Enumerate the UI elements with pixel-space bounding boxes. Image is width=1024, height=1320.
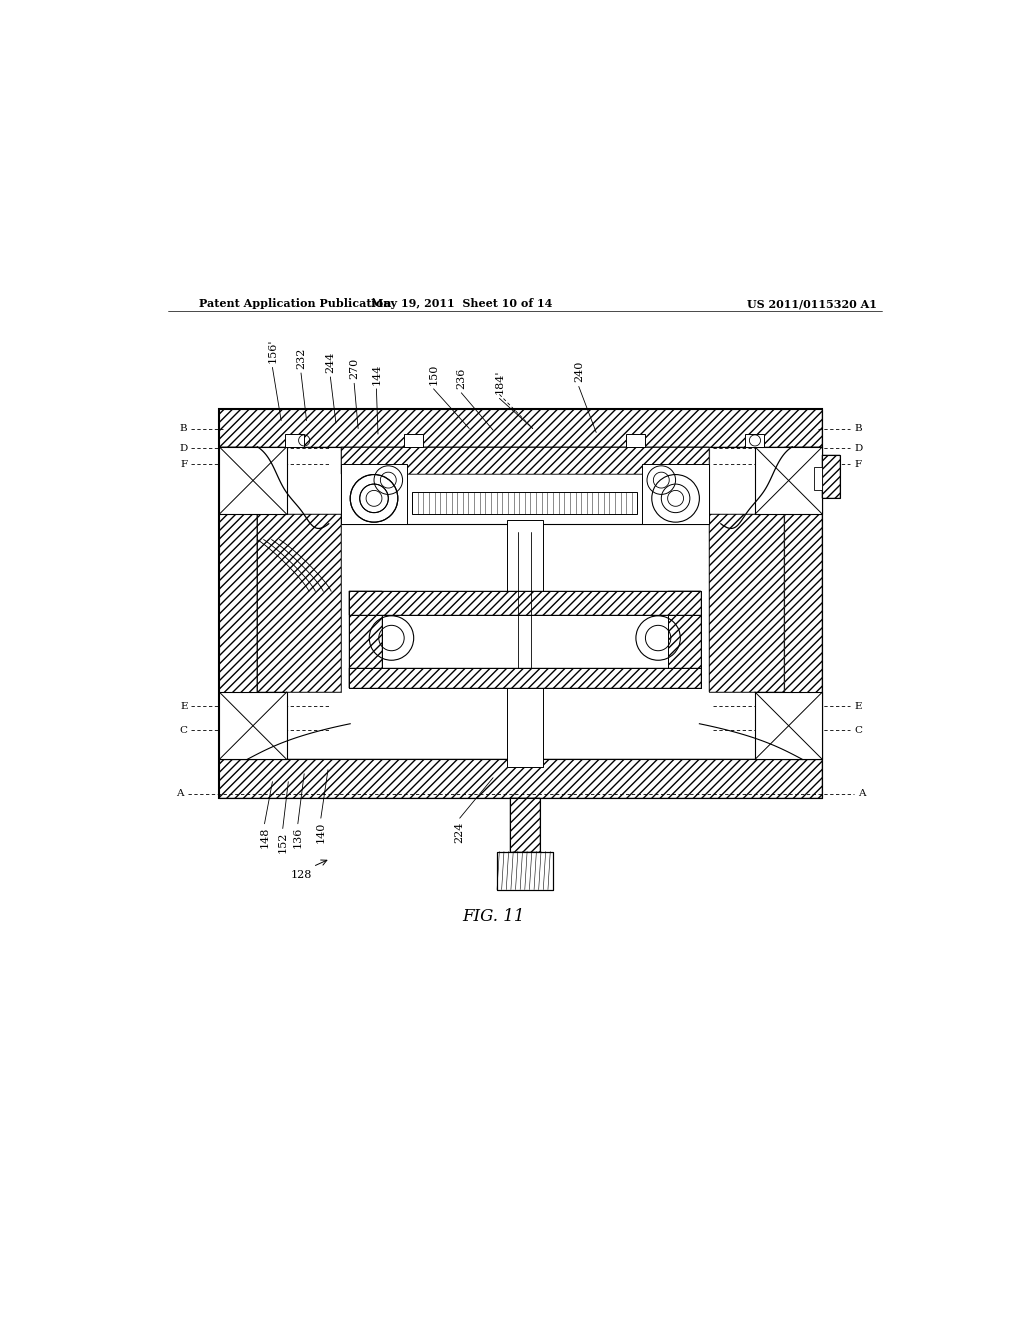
Bar [497,851,553,890]
Text: 128: 128 [291,870,311,879]
Bar [404,434,423,446]
Text: A: A [858,789,865,799]
Bar [668,591,701,688]
Text: B: B [180,424,187,433]
Bar [348,591,701,615]
Text: 156': 156' [267,339,278,363]
Bar [814,466,822,491]
Text: Patent Application Publication: Patent Application Publication [200,298,392,309]
Bar [257,446,784,759]
Bar [219,446,287,515]
Bar [341,446,709,524]
Bar [709,515,784,692]
Bar [755,446,822,515]
Bar [341,446,709,474]
Bar [822,454,840,499]
Bar [668,591,701,688]
Text: 140: 140 [315,821,326,842]
Bar [348,591,382,688]
Text: E: E [180,702,187,710]
Bar [219,692,287,759]
Bar [219,759,822,797]
Text: 236: 236 [457,367,466,389]
Text: 152: 152 [278,832,288,853]
Bar [784,446,822,759]
Text: May 19, 2011  Sheet 10 of 14: May 19, 2011 Sheet 10 of 14 [371,298,552,309]
Bar [755,692,822,759]
Text: C: C [854,726,862,735]
Text: F: F [180,459,187,469]
Text: 144: 144 [372,363,381,385]
Bar [627,434,645,446]
Text: 224: 224 [455,821,465,842]
Bar [507,520,543,767]
Bar [257,515,341,692]
Bar [348,668,701,688]
Text: 240: 240 [573,362,584,383]
Bar [219,759,822,797]
Bar [382,615,668,668]
Bar [341,446,709,474]
Text: D: D [179,444,187,453]
Text: F: F [854,459,861,469]
Text: 232: 232 [296,347,306,370]
Text: B: B [854,424,862,433]
Bar [348,668,701,688]
Bar [745,434,765,446]
Bar [822,454,840,499]
Bar [341,465,408,524]
Text: 148: 148 [259,826,269,849]
Bar [219,409,822,446]
Text: US 2011/0115320 A1: US 2011/0115320 A1 [748,298,877,309]
Bar [497,851,553,890]
Bar [642,465,709,524]
Text: E: E [854,702,861,710]
Text: 244: 244 [326,351,336,374]
Bar [348,591,382,688]
Bar [348,591,701,615]
Text: 184': 184' [495,370,505,395]
Bar [709,515,784,692]
Bar [219,409,822,446]
Bar [412,492,638,515]
Text: C: C [179,726,187,735]
Bar [219,446,257,759]
Text: 136: 136 [293,826,303,849]
Text: A: A [176,789,183,799]
Bar [219,446,257,759]
Text: 270: 270 [349,358,359,379]
Bar [219,409,822,797]
Bar [784,446,822,759]
Text: 150: 150 [428,363,438,385]
Bar [510,797,540,851]
Text: FIG. 11: FIG. 11 [462,908,524,925]
Bar [510,797,540,851]
Bar [285,434,304,446]
Text: D: D [854,444,862,453]
Bar [257,515,341,692]
